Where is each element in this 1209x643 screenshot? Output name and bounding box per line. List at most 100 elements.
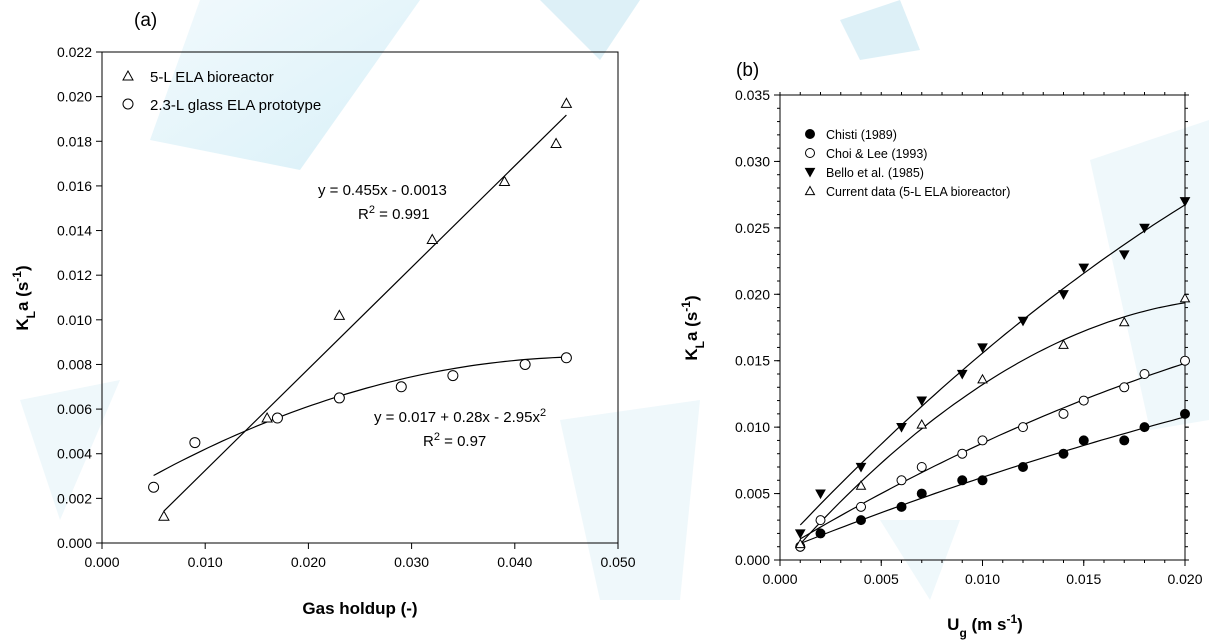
data-point-b-1 [1180, 355, 1190, 366]
x-tick-label-a: 0.020 [291, 554, 326, 570]
data-point-b-0 [957, 475, 968, 486]
x-tick-label-a: 0.010 [188, 554, 223, 570]
data-point-a-0 [560, 97, 573, 108]
data-point-b-2 [977, 343, 988, 353]
data-point-b-2 [1179, 197, 1191, 207]
y-tick-label-a: 0.016 [57, 178, 92, 194]
data-point-b-0 [815, 528, 826, 539]
y-axis-label-a: KLa (s-1) [10, 265, 38, 330]
y-tick-label-b: 0.020 [735, 286, 770, 302]
y-tick-label-b: 0.000 [735, 552, 770, 568]
fit-curve-b-3 [799, 302, 1186, 545]
x-tick-label-a: 0.040 [497, 554, 532, 570]
panel-label-b: (b) [736, 60, 759, 81]
data-point-a-1 [189, 437, 201, 449]
data-point-b-0 [896, 501, 907, 512]
x-tick-label-a: 0.000 [84, 554, 119, 570]
data-point-b-1 [896, 475, 907, 486]
data-point-a-0 [550, 137, 562, 149]
data-point-a-0 [261, 411, 273, 423]
data-point-b-2 [956, 369, 968, 380]
data-point-b-3 [855, 480, 867, 490]
legend-b: Chisti (1989) Choi & Lee (1993) Bello et… [804, 128, 1010, 199]
data-point-b-0 [1119, 435, 1130, 446]
data-point-b-3 [1179, 292, 1191, 303]
data-point-a-1 [271, 412, 283, 424]
data-point-b-0 [1180, 408, 1190, 419]
data-point-b-1 [1018, 422, 1028, 433]
panel-label-a: (a) [134, 10, 157, 31]
data-point-b-2 [1017, 316, 1029, 327]
data-point-b-1 [957, 448, 968, 459]
x-tick-label-b: 0.000 [762, 571, 797, 587]
legend-marker-b-0 [805, 129, 815, 139]
data-point-b-1 [1139, 369, 1150, 379]
data-point-b-1 [1058, 408, 1069, 419]
data-point-b-3 [1058, 339, 1069, 349]
y-tick-label-b: 0.030 [735, 153, 770, 169]
data-point-b-3 [1118, 316, 1130, 327]
x-tick-label-b: 0.005 [864, 571, 899, 587]
legend-entry-b-3: Current data (5-L ELA bioreactor) [804, 185, 1010, 199]
y-axis-label-b: KLa (s-1) [679, 295, 707, 360]
legend-entry-b-1: Choi & Lee (1993) [805, 147, 927, 161]
y-tick-label-a: 0.002 [57, 490, 92, 506]
data-point-b-1 [977, 435, 988, 446]
data-point-a-0 [158, 510, 170, 521]
y-tick-label-a: 0.014 [57, 223, 92, 239]
plot-frame-b [779, 94, 1186, 561]
data-point-a-0 [498, 175, 511, 186]
legend-marker-a-0 [122, 69, 134, 81]
y-tick-label-a: 0.000 [57, 535, 92, 551]
data-point-b-1 [916, 462, 927, 472]
legend-entry-a-0: 5-L ELA bioreactor [122, 69, 274, 86]
data-point-b-2 [1078, 263, 1090, 274]
data-point-b-2 [916, 396, 928, 407]
fit-r2-a-1: R2 = 0.97 [423, 431, 486, 450]
x-axis-label-b: Ug (m s-1) [947, 612, 1023, 640]
data-point-b-0 [856, 515, 866, 526]
y-tick-label-a: 0.010 [57, 312, 92, 328]
data-point-b-1 [1119, 382, 1130, 393]
x-tick-label-b: 0.020 [1167, 571, 1202, 587]
x-axis-label-a: Gas holdup (-) [302, 599, 417, 618]
legend-label-b-0: Chisti (1989) [826, 128, 897, 142]
legend-marker-b-1 [805, 148, 815, 158]
x-tick-label-a: 0.030 [394, 554, 429, 570]
legend-a: 5-L ELA bioreactor 2.3-L glass ELA proto… [122, 69, 321, 114]
fit-line-a-0 [163, 114, 567, 512]
data-point-b-1 [856, 501, 866, 512]
fit-equation-a-1: y = 0.017 + 0.28x - 2.95x2 [374, 407, 546, 426]
data-point-b-0 [1078, 435, 1089, 446]
data-point-b-0 [1018, 462, 1028, 472]
fit-equation-a-0: y = 0.455x - 0.0013 [318, 182, 447, 199]
data-point-b-1 [1078, 395, 1089, 406]
y-tick-label-b: 0.010 [735, 419, 770, 435]
y-tick-label-b: 0.025 [735, 220, 770, 236]
fit-r2-a-0: R2 = 0.991 [358, 204, 430, 223]
data-point-b-0 [916, 488, 927, 499]
x-tick-label-a: 0.050 [600, 554, 635, 570]
legend-marker-b-2 [804, 167, 816, 178]
data-point-b-2 [1118, 250, 1130, 260]
data-point-b-3 [977, 373, 988, 384]
y-tick-label-a: 0.022 [57, 44, 92, 60]
data-point-b-3 [916, 418, 928, 429]
y-tick-label-b: 0.015 [735, 353, 770, 369]
data-point-a-1 [447, 370, 459, 382]
fit-curve-b-2 [799, 204, 1186, 526]
data-point-b-2 [794, 529, 806, 539]
fit-curve-b-0 [800, 416, 1186, 545]
legend-label-b-3: Current data (5-L ELA bioreactor) [826, 185, 1010, 199]
legend-marker-a-1 [122, 98, 134, 110]
data-point-b-2 [896, 423, 907, 433]
legend-label-a-0: 5-L ELA bioreactor [150, 69, 274, 86]
data-point-b-1 [815, 515, 826, 526]
data-point-a-1 [395, 381, 407, 393]
y-tick-label-a: 0.006 [57, 401, 92, 417]
data-point-b-2 [1139, 223, 1150, 234]
legend-entry-b-2: Bello et al. (1985) [804, 166, 924, 180]
x-tick-label-b: 0.010 [965, 571, 1000, 587]
